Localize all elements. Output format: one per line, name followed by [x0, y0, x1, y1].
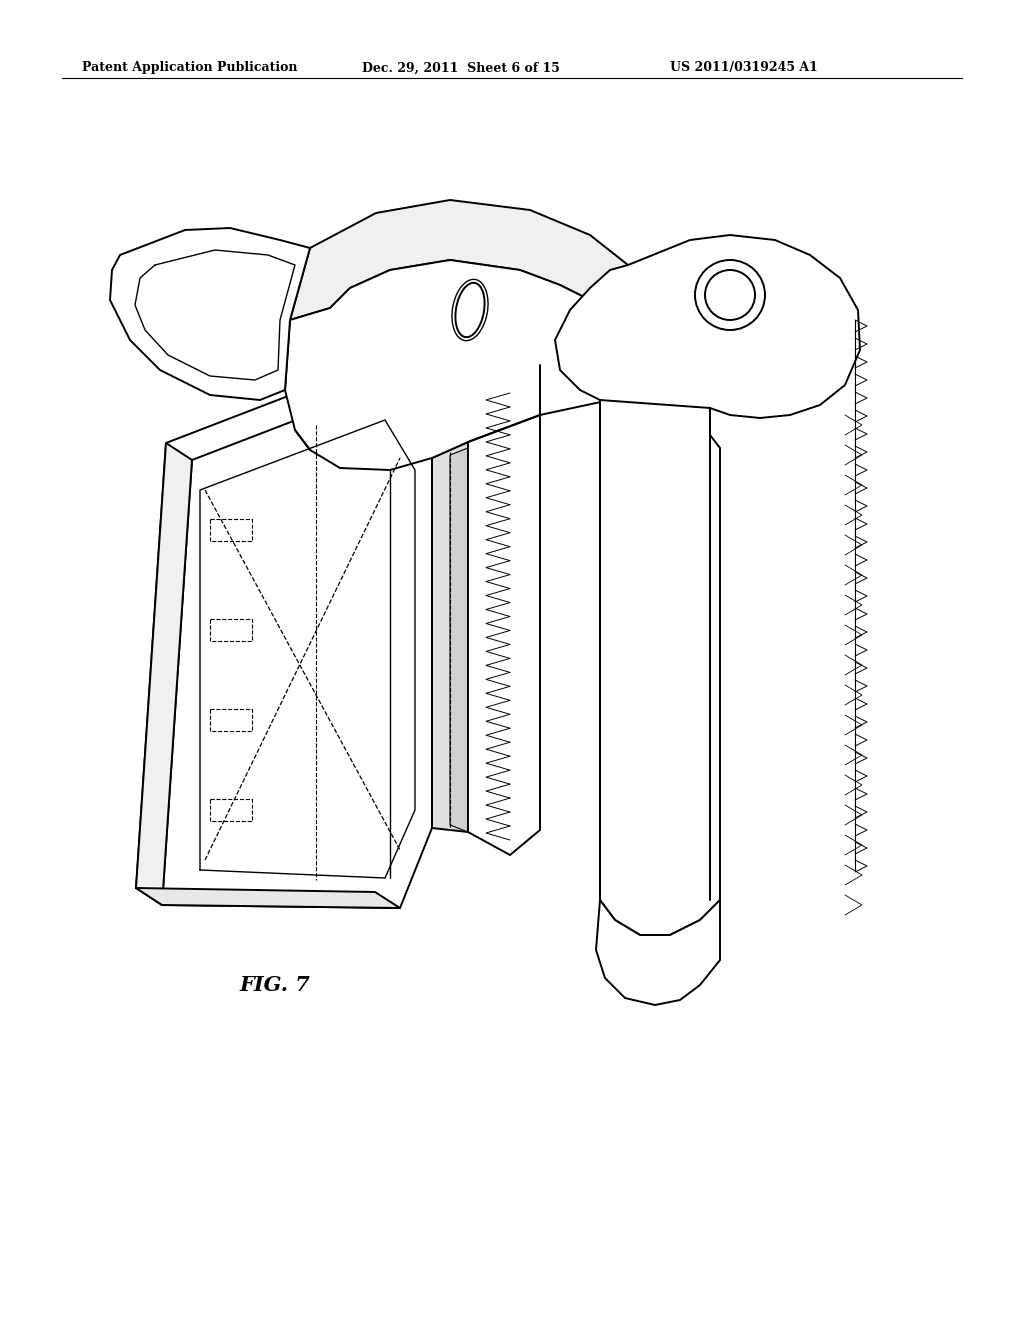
Polygon shape: [432, 442, 468, 832]
Polygon shape: [450, 447, 468, 832]
Polygon shape: [290, 201, 640, 319]
Polygon shape: [468, 366, 540, 855]
Polygon shape: [136, 888, 400, 908]
Polygon shape: [136, 444, 193, 906]
Polygon shape: [110, 228, 310, 400]
Polygon shape: [555, 235, 860, 935]
Polygon shape: [596, 900, 720, 1005]
Polygon shape: [136, 363, 406, 900]
Text: FIG. 7: FIG. 7: [240, 975, 310, 995]
Polygon shape: [162, 380, 432, 908]
Text: Patent Application Publication: Patent Application Publication: [82, 62, 298, 74]
Text: US 2011/0319245 A1: US 2011/0319245 A1: [670, 62, 818, 74]
Text: Dec. 29, 2011  Sheet 6 of 15: Dec. 29, 2011 Sheet 6 of 15: [362, 62, 560, 74]
Polygon shape: [285, 260, 650, 470]
